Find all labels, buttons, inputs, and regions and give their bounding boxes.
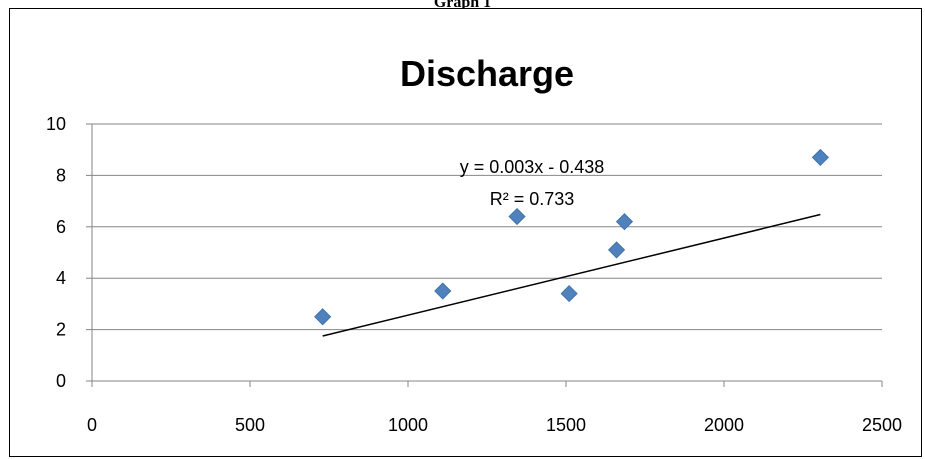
axes bbox=[86, 123, 883, 387]
x-tick-label-500: 500 bbox=[235, 415, 265, 435]
x-tick-label-1500: 1500 bbox=[546, 415, 586, 435]
y-tick-label-10: 10 bbox=[46, 114, 66, 134]
chart-frame bbox=[9, 8, 922, 457]
graph-caption: Graph 1 bbox=[433, 0, 492, 11]
trendline-segment bbox=[322, 213, 821, 337]
x-tick-label-1000: 1000 bbox=[388, 415, 428, 435]
data-point-5 bbox=[615, 213, 634, 231]
y-tick-label-2: 2 bbox=[56, 320, 66, 340]
data-point-2 bbox=[508, 207, 526, 226]
data-point-3 bbox=[560, 285, 578, 303]
y-tick-label-4: 4 bbox=[56, 268, 66, 288]
data-point-1 bbox=[434, 282, 452, 300]
trendline bbox=[322, 213, 821, 337]
x-tick-labels: 0 500 1000 1500 2000 2500 bbox=[87, 415, 902, 435]
y-tick-label-0: 0 bbox=[56, 371, 66, 391]
gridlines bbox=[92, 123, 882, 331]
x-tick-label-2500: 2500 bbox=[862, 415, 902, 435]
y-tick-label-8: 8 bbox=[56, 165, 66, 185]
data-point-6 bbox=[811, 148, 829, 166]
data-points bbox=[314, 148, 829, 326]
data-point-0 bbox=[314, 308, 332, 326]
y-tick-labels: 0 2 4 6 8 10 bbox=[46, 114, 66, 391]
y-tick-label-6: 6 bbox=[56, 217, 66, 237]
chart-title: Discharge bbox=[400, 53, 574, 94]
trendline-equation: y = 0.003x - 0.438 bbox=[460, 157, 605, 177]
data-point-4 bbox=[607, 241, 626, 259]
trendline-r-squared: R² = 0.733 bbox=[490, 189, 575, 209]
x-tick-label-2000: 2000 bbox=[704, 415, 744, 435]
x-tick-label-0: 0 bbox=[87, 415, 97, 435]
